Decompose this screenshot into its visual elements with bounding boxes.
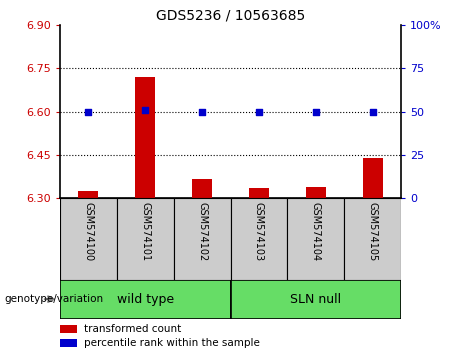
Bar bbox=[60, 325, 77, 333]
Bar bbox=[78, 191, 98, 198]
Bar bbox=[230, 280, 401, 319]
Bar bbox=[192, 179, 212, 198]
Point bbox=[198, 109, 206, 114]
Bar bbox=[60, 198, 117, 280]
Title: GDS5236 / 10563685: GDS5236 / 10563685 bbox=[156, 8, 305, 22]
Bar bbox=[344, 198, 401, 280]
Bar bbox=[230, 198, 287, 280]
Bar bbox=[60, 339, 77, 347]
Bar bbox=[174, 198, 230, 280]
Bar bbox=[363, 158, 383, 198]
Text: GSM574103: GSM574103 bbox=[254, 202, 264, 262]
Text: percentile rank within the sample: percentile rank within the sample bbox=[84, 338, 260, 348]
Text: SLN null: SLN null bbox=[290, 293, 341, 306]
Point bbox=[312, 109, 319, 114]
Bar bbox=[287, 198, 344, 280]
Point bbox=[85, 109, 92, 114]
Text: genotype/variation: genotype/variation bbox=[5, 294, 104, 304]
Text: GSM574102: GSM574102 bbox=[197, 202, 207, 262]
Text: wild type: wild type bbox=[117, 293, 174, 306]
Text: GSM574104: GSM574104 bbox=[311, 202, 321, 262]
Bar bbox=[60, 280, 230, 319]
Text: GSM574105: GSM574105 bbox=[367, 202, 378, 262]
Text: transformed count: transformed count bbox=[84, 324, 181, 334]
Bar bbox=[135, 77, 155, 198]
Text: GSM574100: GSM574100 bbox=[83, 202, 94, 262]
Point bbox=[255, 109, 263, 114]
Bar bbox=[306, 187, 326, 198]
Bar bbox=[117, 198, 174, 280]
Text: GSM574101: GSM574101 bbox=[140, 202, 150, 262]
Point bbox=[369, 109, 376, 114]
Point bbox=[142, 107, 149, 113]
Bar bbox=[249, 188, 269, 198]
